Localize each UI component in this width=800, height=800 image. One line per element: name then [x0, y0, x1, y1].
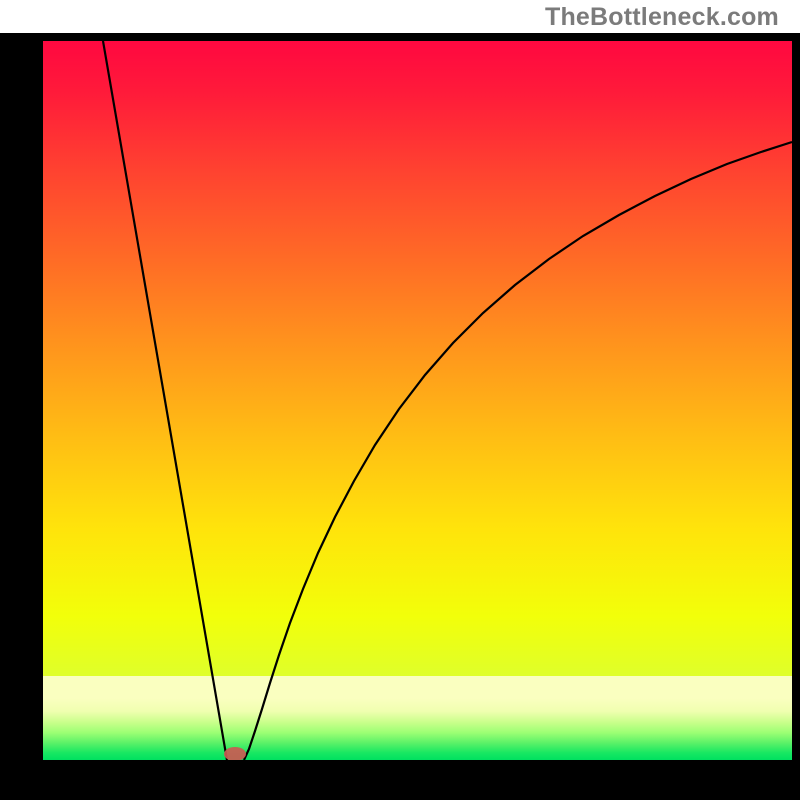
frame-border-bottom	[0, 760, 800, 800]
curve-right-segment	[244, 142, 792, 760]
curve-left-segment	[103, 41, 227, 760]
chart-frame: TheBottleneck.com	[0, 0, 800, 800]
watermark-text: TheBottleneck.com	[545, 3, 779, 32]
minimum-marker	[222, 745, 248, 760]
plot-area	[43, 41, 792, 760]
frame-border-right	[792, 33, 800, 800]
frame-border-top	[0, 33, 800, 41]
frame-border-left	[0, 33, 43, 800]
bottleneck-curve	[43, 41, 792, 760]
